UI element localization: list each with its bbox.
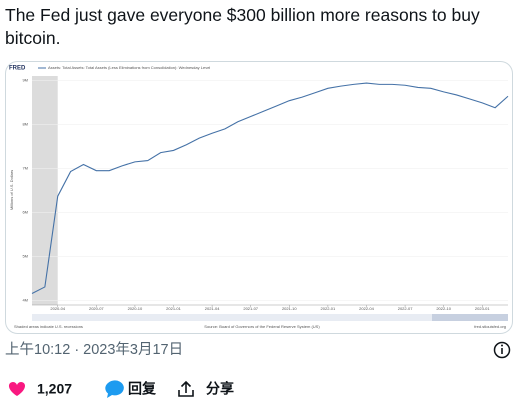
tweet-text: The Fed just gave everyone $300 billion …	[5, 5, 480, 48]
series-line	[31, 82, 509, 295]
y-tick-label: 4M	[22, 298, 28, 303]
footer-url: fred.stlouisfed.org	[474, 324, 506, 329]
navigator-handle	[432, 314, 508, 321]
x-tick-label: 2021-07	[243, 306, 258, 311]
info-icon[interactable]	[493, 341, 511, 359]
share-button[interactable]: 分享	[206, 381, 234, 397]
x-tick-label: 2022-01	[321, 306, 336, 311]
y-tick-label: 5M	[22, 254, 28, 259]
x-tick-label: 2020-10	[128, 306, 143, 311]
x-tick-label: 2021-04	[205, 306, 220, 311]
y-tick-label: 9M	[22, 77, 28, 82]
footer-source: Source: Board of Governors of the Federa…	[204, 324, 320, 329]
x-tick-label: 2021-01	[166, 306, 181, 311]
footer-note: Shaded areas indicate U.S. recessions	[14, 324, 83, 329]
x-tick-label: 2021-10	[282, 306, 297, 311]
x-tick-label: 2022-10	[436, 306, 451, 311]
share-icon[interactable]	[178, 380, 194, 397]
like-count[interactable]: 1,207	[37, 381, 72, 397]
timestamp: 上午10:12 · 2023年3月17日	[5, 341, 183, 358]
y-axis-label: Millions of U.S. Dollars	[9, 170, 14, 210]
x-tick-label: 2020-04	[50, 306, 65, 311]
reply-button[interactable]: 回复	[128, 381, 157, 397]
x-tick-label: 2022-04	[359, 306, 374, 311]
x-tick-label: 2022-07	[398, 306, 413, 311]
fred-logo: FRED	[9, 66, 26, 72]
x-tick-label: 2023-01	[475, 306, 490, 311]
navigator	[32, 314, 508, 321]
y-tick-label: 7M	[22, 166, 28, 171]
y-tick-label: 8M	[22, 122, 28, 127]
reply-icon[interactable]	[105, 380, 124, 398]
plot-area	[32, 76, 508, 305]
x-tick-label: 2020-07	[89, 306, 104, 311]
recession-shade	[32, 76, 58, 305]
y-tick-label: 6M	[22, 210, 28, 215]
legend-entry: Assets: Total Assets: Total Assets (Less…	[48, 65, 210, 70]
like-icon[interactable]	[8, 382, 26, 396]
